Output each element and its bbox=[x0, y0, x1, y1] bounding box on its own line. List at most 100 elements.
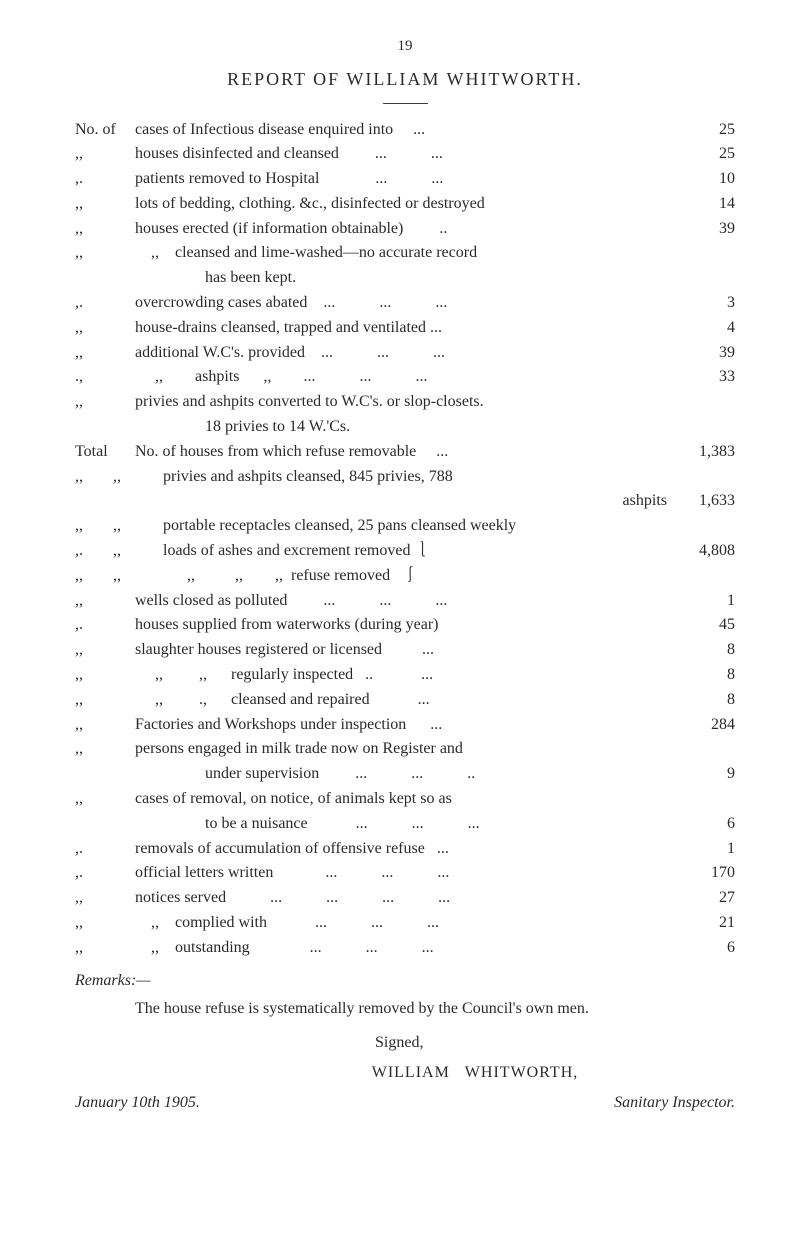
line-text: additional W.C's. provided ... ... ... bbox=[135, 341, 675, 366]
report-line: ,, ,, outstanding ... ... ... 6 bbox=[75, 936, 735, 961]
report-title: REPORT OF WILLIAM WHITWORTH. bbox=[75, 66, 735, 93]
signed-label: Signed, bbox=[285, 1031, 735, 1055]
report-line: ,, persons engaged in milk trade now on … bbox=[75, 737, 735, 762]
signature-name: WILLIAM WHITWORTH, bbox=[215, 1061, 735, 1085]
report-line: ,, houses disinfected and cleansed ... .… bbox=[75, 142, 735, 167]
line-prefix: ., bbox=[75, 365, 135, 390]
line-text: has been kept. bbox=[205, 266, 735, 291]
line-prefix: Total bbox=[75, 440, 135, 465]
line-prefix: No. of bbox=[75, 118, 135, 143]
line-value: 1 bbox=[675, 837, 735, 862]
line-text: patients removed to Hospital ... ... bbox=[135, 167, 675, 192]
remarks-label: Remarks:— bbox=[75, 969, 735, 993]
line-text: removals of accumulation of offensive re… bbox=[135, 837, 675, 862]
report-line: ,. overcrowding cases abated ... ... ...… bbox=[75, 291, 735, 316]
line-text: ,, ,, ,, refuse removed ⎰ bbox=[163, 564, 675, 589]
line-prefix: ,, bbox=[75, 564, 113, 589]
report-line: ,, house-drains cleansed, trapped and ve… bbox=[75, 316, 735, 341]
line-value: 6 bbox=[675, 936, 735, 961]
line-value: 170 bbox=[675, 861, 735, 886]
remarks-text: The house refuse is systematically remov… bbox=[75, 997, 735, 1021]
report-line: ,, additional W.C's. provided ... ... ..… bbox=[75, 341, 735, 366]
line-text: Factories and Workshops under inspection… bbox=[135, 713, 675, 738]
report-line: ,, ,, ., cleansed and repaired ... 8 bbox=[75, 688, 735, 713]
line-value: 1,383 bbox=[675, 440, 735, 465]
report-line-cont: has been kept. bbox=[75, 266, 735, 291]
line-value: 1,633 bbox=[675, 489, 735, 514]
line-value: 45 bbox=[675, 613, 735, 638]
line-text: under supervision ... ... .. bbox=[205, 762, 675, 787]
line-value: 284 bbox=[675, 713, 735, 738]
report-line: ,, cases of removal, on notice, of anima… bbox=[75, 787, 735, 812]
line-prefix: ,, bbox=[75, 688, 135, 713]
line-value: 25 bbox=[675, 142, 735, 167]
report-line: Total No. of houses from which refuse re… bbox=[75, 440, 735, 465]
line-value: 8 bbox=[675, 638, 735, 663]
line-text: ,, outstanding ... ... ... bbox=[135, 936, 675, 961]
report-line: ,, privies and ashpits converted to W.C'… bbox=[75, 390, 735, 415]
line-prefix: ,, bbox=[75, 142, 135, 167]
line-text: ,, complied with ... ... ... bbox=[135, 911, 675, 936]
line-prefix: ,, bbox=[75, 316, 135, 341]
report-date: January 10th 1905. bbox=[75, 1091, 200, 1115]
line-prefix: ,. bbox=[75, 837, 135, 862]
report-line: ,, ,, ,, regularly inspected .. ... 8 bbox=[75, 663, 735, 688]
line-prefix: ,, bbox=[75, 911, 135, 936]
report-line-cont: 18 privies to 14 W.'Cs. bbox=[75, 415, 735, 440]
report-line: ,, ,, cleansed and lime-washed—no accura… bbox=[75, 241, 735, 266]
report-line: ,, notices served ... ... ... ... 27 bbox=[75, 886, 735, 911]
line-prefix: ,, bbox=[75, 192, 135, 217]
line-text: loads of ashes and excrement removed ⎱ bbox=[163, 539, 675, 564]
line-value: 8 bbox=[675, 663, 735, 688]
report-line: ,. removals of accumulation of offensive… bbox=[75, 837, 735, 862]
line-value: 25 bbox=[675, 118, 735, 143]
footer-row: January 10th 1905. Sanitary Inspector. bbox=[75, 1091, 735, 1115]
line-value: 21 bbox=[675, 911, 735, 936]
report-line: ,. official letters written ... ... ... … bbox=[75, 861, 735, 886]
line-prefix: ,, bbox=[75, 737, 135, 762]
line-text: slaughter houses registered or licensed … bbox=[135, 638, 675, 663]
line-text: privies and ashpits cleansed, 845 privie… bbox=[163, 465, 675, 490]
line-text: cases of Infectious disease enquired int… bbox=[135, 118, 675, 143]
line-prefix: ,. bbox=[75, 539, 113, 564]
line-prefix: ,, bbox=[75, 936, 135, 961]
line-text: ashpits bbox=[75, 489, 675, 514]
report-line: ,, ,, portable receptacles cleansed, 25 … bbox=[75, 514, 735, 539]
line-prefix: ,, bbox=[75, 589, 135, 614]
line-text: notices served ... ... ... ... bbox=[135, 886, 675, 911]
line-prefix2: ,, bbox=[113, 539, 163, 564]
line-prefix: ,, bbox=[75, 217, 135, 242]
line-text: ,, cleansed and lime-washed—no accurate … bbox=[135, 241, 675, 266]
line-value: 39 bbox=[675, 217, 735, 242]
report-line: ,. houses supplied from waterworks (duri… bbox=[75, 613, 735, 638]
line-value: 4 bbox=[675, 316, 735, 341]
line-prefix: ,, bbox=[75, 886, 135, 911]
line-prefix2: ,, bbox=[113, 564, 163, 589]
line-text: overcrowding cases abated ... ... ... bbox=[135, 291, 675, 316]
line-prefix: ,. bbox=[75, 291, 135, 316]
line-prefix: ,, bbox=[75, 638, 135, 663]
line-text: persons engaged in milk trade now on Reg… bbox=[135, 737, 675, 762]
line-prefix: ,. bbox=[75, 167, 135, 192]
line-text: ,, ., cleansed and repaired ... bbox=[135, 688, 675, 713]
report-line: No. of cases of Infectious disease enqui… bbox=[75, 118, 735, 143]
title-divider bbox=[383, 103, 428, 104]
line-text: lots of bedding, clothing. &c., disinfec… bbox=[135, 192, 675, 217]
line-prefix2: ,, bbox=[113, 514, 163, 539]
line-prefix: ,, bbox=[75, 663, 135, 688]
line-text: privies and ashpits converted to W.C's. … bbox=[135, 390, 675, 415]
line-prefix: ,, bbox=[75, 341, 135, 366]
line-prefix: ,, bbox=[75, 390, 135, 415]
report-line: ,, wells closed as polluted ... ... ... … bbox=[75, 589, 735, 614]
line-value: 3 bbox=[675, 291, 735, 316]
report-line: ., ,, ashpits ,, ... ... ... 33 bbox=[75, 365, 735, 390]
line-text: houses supplied from waterworks (during … bbox=[135, 613, 675, 638]
line-text: ,, ,, regularly inspected .. ... bbox=[135, 663, 675, 688]
line-value: 14 bbox=[675, 192, 735, 217]
report-line-cont: under supervision ... ... .. 9 bbox=[75, 762, 735, 787]
report-line: ,, ,, ,, ,, ,, refuse removed ⎰ bbox=[75, 564, 735, 589]
line-text: No. of houses from which refuse removabl… bbox=[135, 440, 675, 465]
line-text: to be a nuisance ... ... ... bbox=[205, 812, 675, 837]
line-text: house-drains cleansed, trapped and venti… bbox=[135, 316, 675, 341]
report-line: ,. patients removed to Hospital ... ... … bbox=[75, 167, 735, 192]
